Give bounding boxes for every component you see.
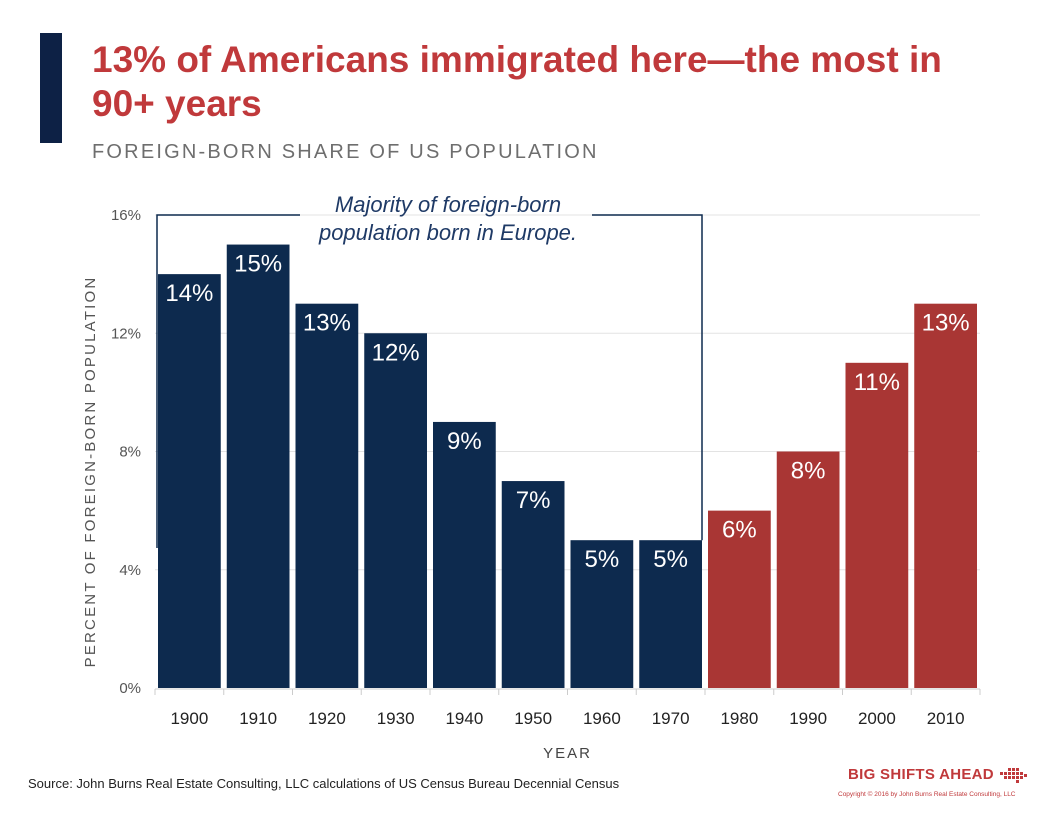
data-label: 9%	[447, 428, 482, 455]
bar-1930	[364, 333, 427, 688]
bar-2000	[845, 362, 909, 688]
x-tick-label: 1980	[720, 709, 758, 728]
x-tick-label: 1910	[239, 709, 277, 728]
bar-1970	[639, 540, 702, 688]
data-label: 13%	[922, 310, 970, 337]
annotation-bracket-left	[156, 214, 300, 548]
data-label: 5%	[653, 546, 688, 573]
x-tick-label: 2000	[858, 709, 896, 728]
y-axis-title: PERCENT OF FOREIGN-BORN POPULATION	[82, 276, 99, 668]
bar-1940	[433, 421, 496, 688]
x-tick-label: 1960	[583, 709, 621, 728]
data-label: 12%	[372, 339, 420, 366]
annotation-line-2: population born in Europe.	[318, 220, 577, 245]
data-label: 8%	[791, 458, 826, 485]
source-note: Source: John Burns Real Estate Consultin…	[28, 776, 620, 791]
bar-1950	[501, 481, 565, 688]
data-label: 13%	[303, 310, 351, 337]
y-tick-label: 12%	[111, 325, 141, 342]
bar-1900	[158, 274, 221, 688]
x-tick-label: 1970	[652, 709, 690, 728]
copyright-note: Copyright © 2016 by John Burns Real Esta…	[838, 791, 1016, 798]
y-tick-label: 4%	[119, 562, 141, 579]
y-tick-label: 16%	[111, 207, 141, 224]
data-label: 7%	[516, 487, 551, 514]
page-title: 13% of Americans immigrated here—the mos…	[92, 39, 942, 124]
accent-bar	[40, 33, 62, 143]
bar-1990	[776, 451, 840, 688]
x-tick-label: 1950	[514, 709, 552, 728]
data-label: 15%	[234, 251, 282, 278]
bar-1920	[295, 303, 359, 688]
bar-1960	[570, 540, 634, 688]
x-tick-label: 2010	[927, 709, 965, 728]
chart-subtitle: FOREIGN-BORN SHARE OF US POPULATION	[92, 141, 599, 163]
y-tick-label: 8%	[119, 444, 141, 461]
annotation-line-1: Majority of foreign-born	[335, 192, 561, 217]
x-tick-label: 1930	[377, 709, 415, 728]
x-tick-label: 1900	[170, 709, 208, 728]
x-axis-title: YEAR	[543, 745, 592, 762]
data-label: 6%	[722, 517, 757, 544]
bar-1980	[708, 510, 771, 688]
annotation-bracket-right	[592, 214, 703, 541]
arrow-logo-icon	[1000, 768, 1027, 783]
bar-2010	[914, 303, 977, 688]
x-tick-label: 1940	[445, 709, 483, 728]
data-label: 14%	[165, 280, 213, 307]
bar-1910	[226, 244, 290, 688]
x-tick-label: 1990	[789, 709, 827, 728]
x-tick-label: 1920	[308, 709, 346, 728]
data-label: 11%	[854, 369, 900, 396]
y-tick-label: 0%	[119, 680, 141, 697]
data-label: 5%	[585, 546, 620, 573]
brand-label: BIG SHIFTS AHEAD	[848, 766, 994, 783]
